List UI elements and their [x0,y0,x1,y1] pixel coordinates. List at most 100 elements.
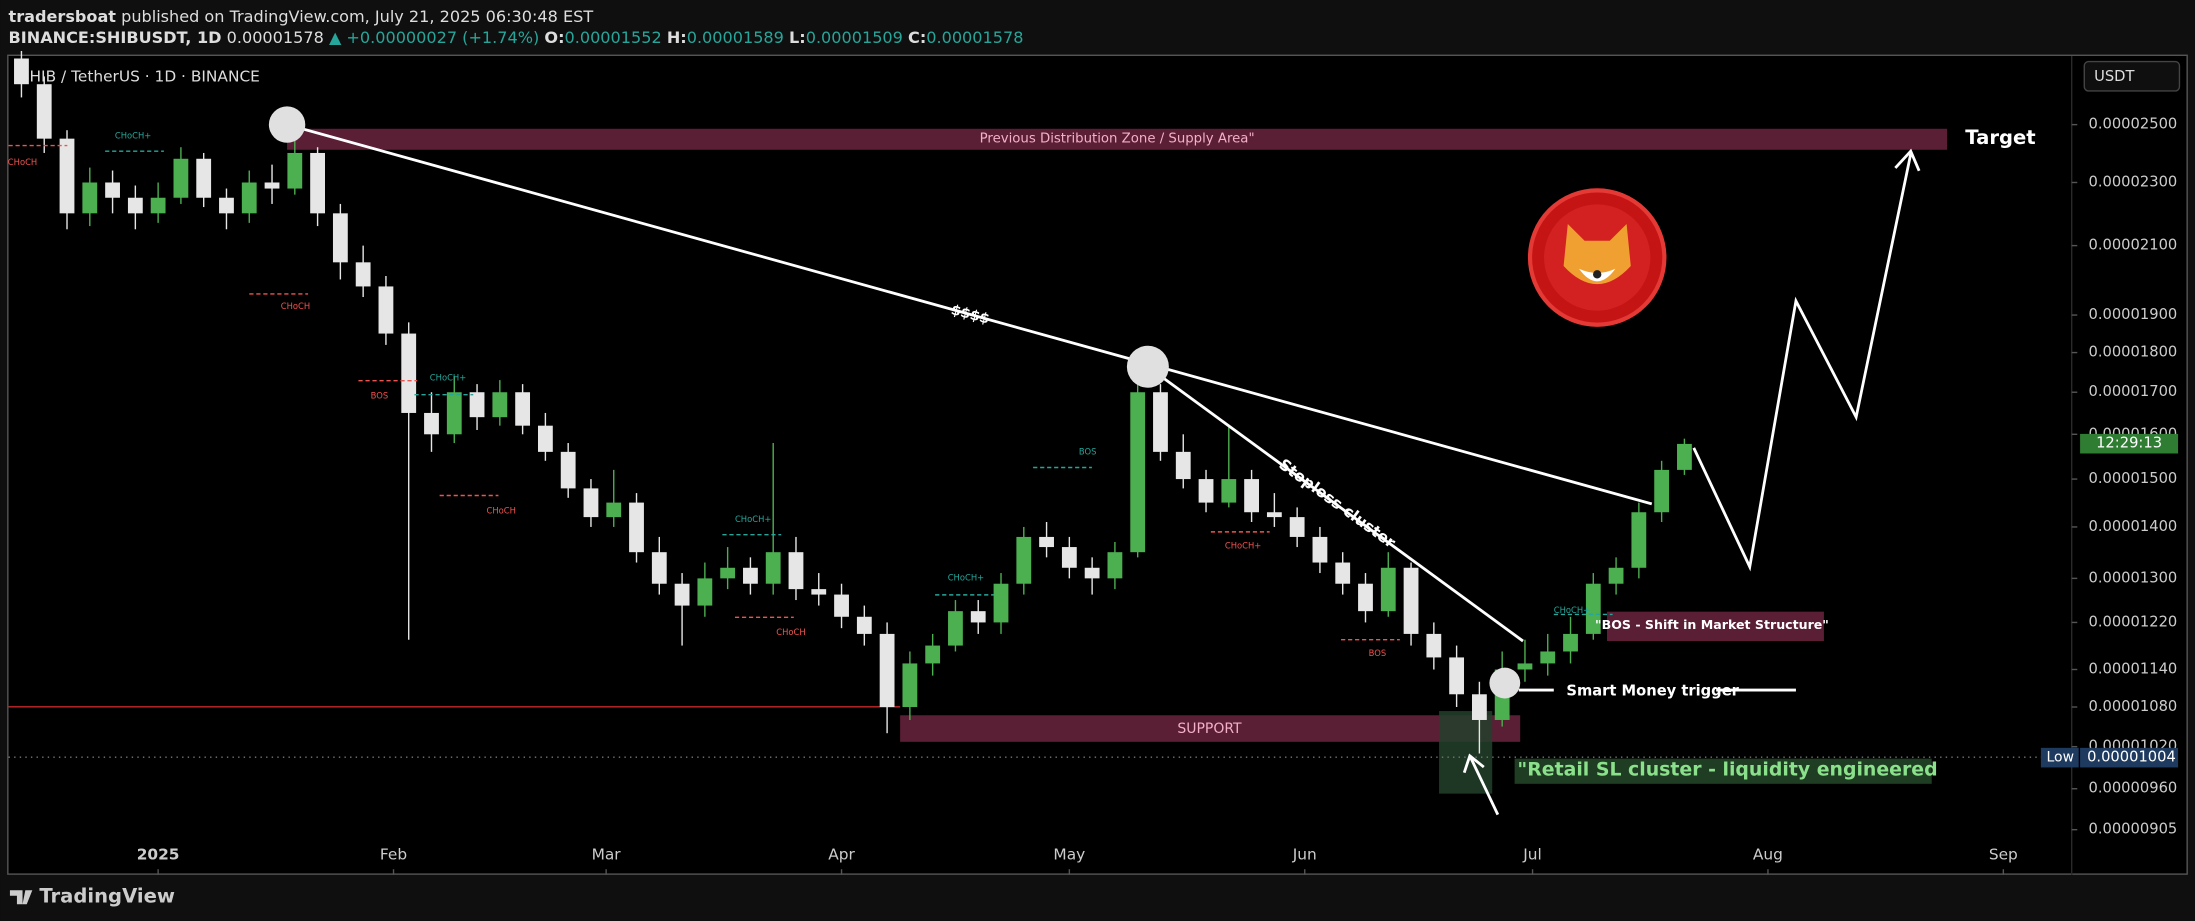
header-line: tradersboat published on TradingView.com… [9,6,594,25]
arrow-head [1462,753,1485,774]
low-tag: Low [2046,750,2074,766]
candle-body [1449,657,1465,695]
candle-body [743,567,758,584]
candle-body [1631,512,1647,568]
structure-label: BOS [1369,648,1387,658]
candle-body [1654,469,1670,513]
ohlc-value: 0.00001509 [806,27,903,46]
axes: 0.00002500 0.00002300 0.00002100 0.00001900… [137,116,2179,875]
structure-label: CHoCH+ [735,514,771,524]
candle-body [469,392,485,418]
author: tradersboat [9,6,117,25]
ohlc-key: L: [789,27,806,46]
candle-body [1585,583,1601,634]
candle-body [856,616,872,634]
published: published on TradingView.com, July 21, 2… [121,6,593,25]
annotation: "Retail SL cluster - liquidity engineere… [1517,758,1937,780]
candle-body [993,583,1009,623]
candle-body [765,552,781,584]
candle-body [1426,633,1442,658]
candle-body [310,152,325,214]
candle-body [879,633,895,708]
supply-zone [287,128,1948,150]
x-tick-label: Jun [1292,846,1317,864]
structure-label: BOS [371,391,389,401]
annotation: Smart Money trigger [1566,682,1739,699]
candle-body [446,392,462,435]
candle-body [219,197,234,214]
candle-body [1221,479,1237,503]
candle-body [1016,536,1032,584]
structure-label: CHoCH [776,627,805,637]
y-tick-label: 0.00001500 [2088,470,2177,487]
footer-icon [9,890,33,905]
candle-body [606,502,622,518]
currency-button[interactable] [2083,60,2181,92]
trendline [1147,365,1524,643]
annotation: Target [1965,126,2035,149]
y-tick-label: 0.00001140 [2088,660,2177,677]
candle-body [1335,562,1351,584]
marker [1489,667,1521,699]
x-tick-label: Apr [828,846,855,864]
candle-body [515,392,531,426]
change: ▲ +0.00000027 (+1.74%) [329,27,539,46]
candle-body [834,594,849,617]
structure-label: CHoCH+ [1554,605,1590,615]
candle-body [1198,479,1214,503]
arrow-head [1894,148,1921,172]
candle-body [1084,567,1100,579]
x-tick-label: Feb [380,846,407,864]
candle-body [1130,392,1146,553]
candle-body [1358,583,1373,612]
y-tick-label: 0.00002300 [2088,173,2177,190]
candle-body [1153,392,1168,452]
candle-body [1266,512,1282,518]
liquidity-zone [1439,711,1493,794]
x-tick-label: Sep [1989,846,2018,864]
x-tick-label: Mar [592,846,622,864]
candle-body [697,578,713,606]
candle-body [196,158,212,198]
candle-body [105,182,120,198]
candle-body [241,182,257,214]
candle-body [355,262,371,287]
candle-body [264,182,280,189]
candle-body [59,138,75,214]
arrow [1468,755,1500,816]
candle-body [925,645,941,664]
marker [1126,345,1169,388]
candle-body [1312,536,1328,563]
candle-body [173,158,189,198]
bos-zone [1606,611,1824,642]
candle-body [287,152,303,189]
candle-body [401,333,417,413]
candle-body [1175,451,1191,480]
x-tick-label: Jul [1522,846,1542,864]
logo-nose [1592,270,1602,279]
structure-label: CHoCH+ [1225,540,1261,550]
candle-body [1677,443,1692,470]
y-tick-label: 0.00002100 [2088,237,2177,254]
y-tick-label: 0.00001400 [2088,518,2177,535]
y-tick-label: 0.00002500 [2088,116,2177,133]
candle-body [1540,651,1556,664]
y-tick-label: 0.00001800 [2088,344,2177,361]
footer-logo: TradingView [39,885,175,908]
candle-body [1039,536,1054,548]
candle-body [1563,633,1578,652]
countdown-bg [2080,433,2179,454]
y-tick-label: 0.00001080 [2088,698,2177,715]
candle-body [811,589,827,595]
candle-body [948,611,963,646]
x-tick-label: 2025 [137,846,180,864]
candle-body [492,392,508,418]
candle-body [537,425,553,452]
y-tick-label: 0.00001220 [2088,613,2177,630]
candle-body [720,567,736,579]
y-tick-label: 0.00001300 [2088,569,2177,586]
structure-label: CHoCH [8,157,37,167]
logo-face [1563,223,1631,285]
